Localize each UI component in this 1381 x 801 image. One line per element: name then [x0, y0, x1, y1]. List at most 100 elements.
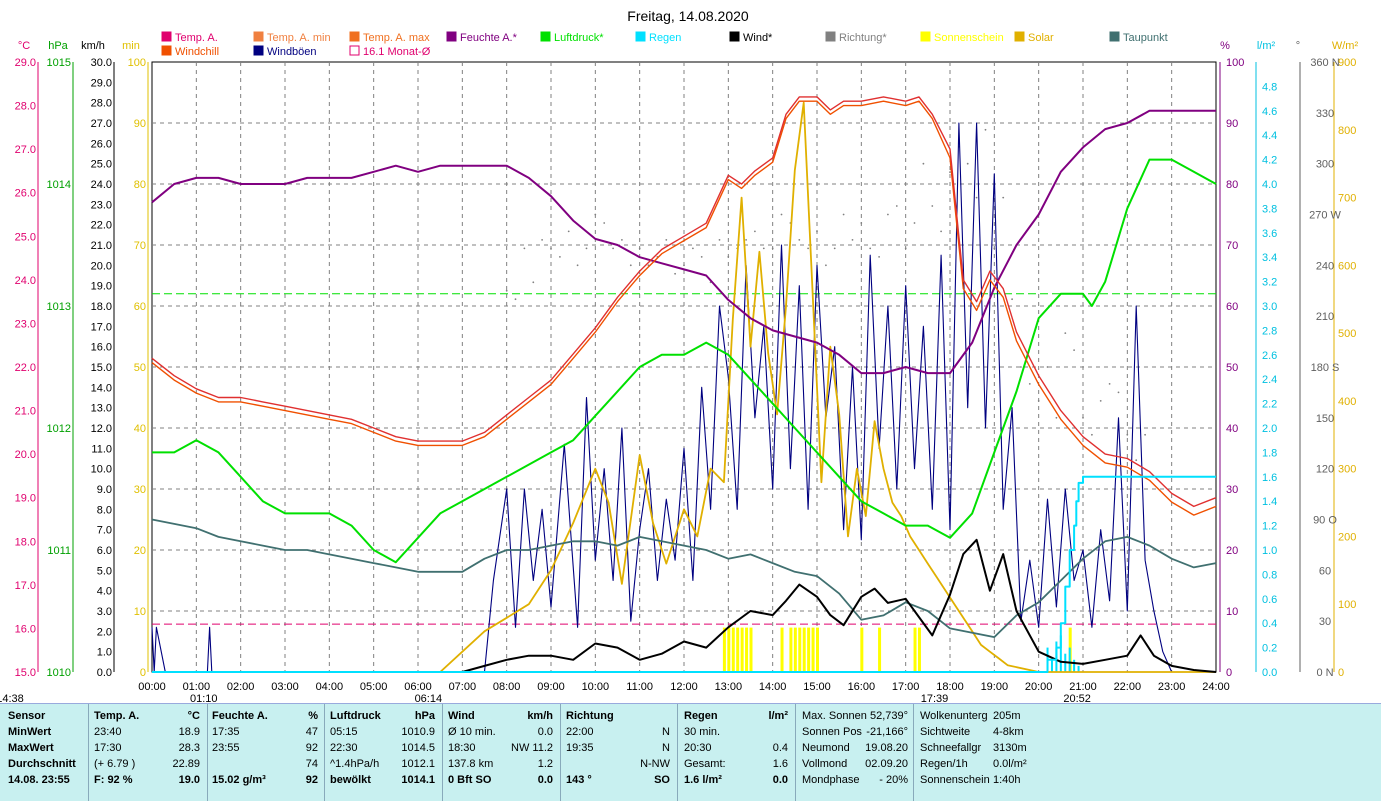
stats-rain_time-4: 1.6 l/m² [684, 774, 722, 786]
direction-point-9 [585, 247, 588, 250]
astro-key-3: Vollmond [802, 758, 848, 770]
x-tick-16: 16:00 [848, 681, 876, 693]
stats-hum_time-4: 15.02 g/m³ [212, 774, 266, 786]
direction-point-61 [1046, 366, 1049, 368]
rain-tick-18: 3.6 [1262, 228, 1277, 240]
solar-tick-9: 900 [1338, 57, 1356, 69]
direction-point-54 [984, 128, 987, 131]
sunshine-bar-1 [727, 627, 731, 672]
temp-tick-10: 25.0 [15, 231, 36, 243]
wind-tick-16: 16.0 [91, 342, 112, 354]
legend-swatch-10 [1109, 31, 1120, 42]
legend-swatch-7 [825, 31, 836, 42]
legend-swatch-1 [253, 31, 264, 42]
direction-point-33 [798, 239, 801, 241]
stats-hum_val-1: 47 [305, 726, 318, 738]
time-mark-0: 14:38 [0, 693, 24, 702]
stats-press_time-2: 22:30 [330, 742, 358, 754]
sunshine-bar-15 [860, 627, 864, 672]
humidity-tick-8: 80 [1226, 179, 1238, 191]
astro-key-4: Mondphase [802, 774, 860, 786]
stats-wind_time-2: 18:30 [448, 742, 476, 754]
wind-tick-22: 22.0 [91, 220, 112, 232]
x-tick-22: 22:00 [1114, 681, 1142, 693]
direction-point-3 [532, 281, 535, 284]
legend-label-3: Feuchte A.* [460, 32, 518, 44]
wind-tick-18: 18.0 [91, 301, 112, 313]
sun-tick-1: 10 [134, 606, 146, 618]
direction-point-60 [1037, 400, 1040, 402]
direction-point-62 [1055, 416, 1058, 419]
legend-label-9: Solar [1028, 32, 1054, 44]
direction-point-20 [683, 264, 685, 267]
rain-tick-13: 2.6 [1262, 350, 1277, 362]
sunshine-bar-5 [745, 627, 749, 672]
weather-key-3: Regen/1h [920, 758, 968, 770]
temp-tick-14: 29.0 [15, 57, 36, 69]
wind-line [152, 538, 1217, 673]
temp-tick-9: 24.0 [15, 275, 36, 287]
stats-press_val-2: 1014.5 [401, 742, 435, 754]
direction-point-42 [878, 256, 880, 258]
wind-tick-8: 8.0 [97, 504, 112, 516]
solar-tick-5: 500 [1338, 328, 1356, 340]
wind-tick-12: 12.0 [91, 423, 112, 435]
stats-hum_time-1: 17:35 [212, 726, 240, 738]
direction-point-68 [1108, 383, 1111, 385]
legend-swatch-5 [635, 31, 646, 42]
stats-dir_time-2: 19:35 [566, 742, 594, 754]
legend-swatch-9 [1014, 31, 1025, 42]
temperature-line [151, 96, 1217, 508]
sunshine-bar-16 [878, 627, 882, 672]
legend-label-11: Windchill [175, 46, 219, 58]
solar-tick-2: 200 [1338, 531, 1356, 543]
sunshine-bar-8 [789, 627, 793, 672]
direction-point-18 [665, 239, 668, 241]
rain-tick-11: 2.2 [1262, 399, 1277, 411]
stats-temp_time-3: (+ 6.79 ) [94, 758, 136, 770]
pressure-tick-4: 1014 [47, 179, 71, 191]
direction-point-34 [807, 247, 809, 250]
stats-press_val-3: 1012.1 [401, 758, 435, 770]
humidity-tick-1: 10 [1226, 606, 1238, 618]
windchill-line [151, 100, 1217, 516]
stats-wind_time-1: Ø 10 min. [448, 726, 496, 738]
direction-point-8 [576, 264, 579, 267]
wind-tick-25: 25.0 [91, 159, 112, 171]
stats-label-4: 14.08. 23:55 [8, 774, 70, 786]
sun-tick-9: 90 [134, 118, 146, 130]
temp-tick-0: 15.0 [15, 667, 36, 679]
stats-press_time-1: 05:15 [330, 726, 358, 738]
stats-dir_val-3: N-NW [640, 758, 670, 770]
humidity-tick-5: 50 [1226, 362, 1238, 374]
x-tick-24: 24:00 [1202, 681, 1230, 693]
direction-tick-4: 120 [1316, 464, 1334, 476]
rain-tick-0: 0.0 [1262, 667, 1277, 679]
weather-chart: Freitag, 14.08.2020 Temp. A. Temp. A. min… [0, 8, 1358, 702]
direction-point-10 [594, 213, 597, 216]
temp-tick-13: 28.0 [15, 101, 36, 113]
weather-key-1: Sichtweite [920, 726, 971, 738]
rain-tick-10: 2.0 [1262, 423, 1277, 435]
direction-point-21 [692, 247, 694, 250]
stats-press_time-4: bewölkt [330, 774, 371, 786]
direction-tick-8: 240 [1316, 260, 1334, 272]
wind-tick-21: 21.0 [91, 240, 112, 252]
stats-wind_val-1: 0.0 [537, 726, 553, 738]
legend-label-0: Temp. A. [175, 32, 218, 44]
pressure-tick-0: 1010 [47, 667, 71, 679]
legend-swatch-4 [540, 31, 551, 42]
legend-swatch-11 [161, 45, 172, 56]
sunshine-bar-2 [731, 627, 735, 672]
wind-tick-1: 1.0 [97, 647, 112, 659]
direction-point-24 [718, 239, 721, 241]
temp-tick-1: 16.0 [15, 623, 36, 635]
direction-point-63 [1064, 332, 1067, 334]
x-tick-9: 09:00 [537, 681, 565, 693]
direction-tick-0: 0 N [1316, 667, 1333, 679]
astro-value-4: - 20% [879, 774, 908, 786]
legend-label-6: Wind* [743, 32, 773, 44]
wind-tick-15: 15.0 [91, 362, 112, 374]
legend-swatch-3 [446, 31, 457, 42]
weather-value-3: 0.0l/m² [993, 758, 1027, 770]
